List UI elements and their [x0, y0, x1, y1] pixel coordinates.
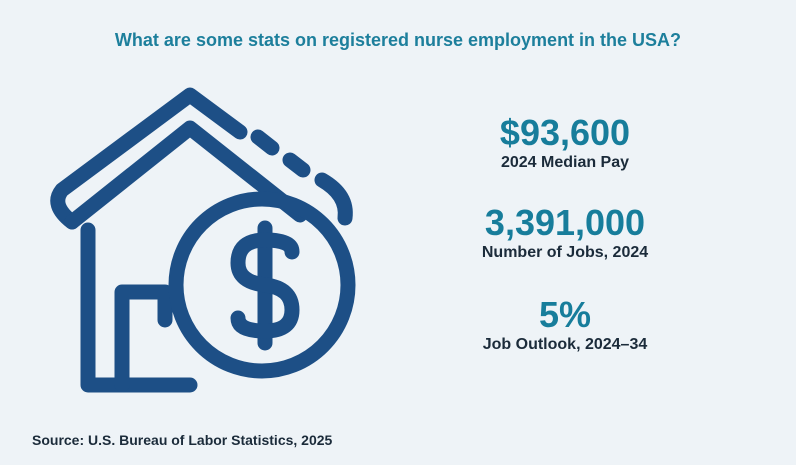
- stat-value: 3,391,000: [484, 202, 646, 243]
- stat-label: 2024 Median Pay: [500, 154, 630, 171]
- stat-value: $93,600: [499, 112, 631, 153]
- stat: 5% Job Outlook, 2024–34: [440, 295, 690, 355]
- stat-label: Number of Jobs, 2024: [481, 244, 649, 261]
- title: What are some stats on registered nurse …: [114, 30, 682, 50]
- source: Source: U.S. Bureau of Labor Statistics,…: [32, 432, 333, 448]
- house-dollar-icon: [50, 87, 356, 393]
- stat-label: Job Outlook, 2024–34: [482, 336, 648, 353]
- stat: 3,391,000 Number of Jobs, 2024: [440, 203, 690, 263]
- stat-value: 5%: [538, 294, 592, 335]
- stat: $93,600 2024 Median Pay: [440, 113, 690, 173]
